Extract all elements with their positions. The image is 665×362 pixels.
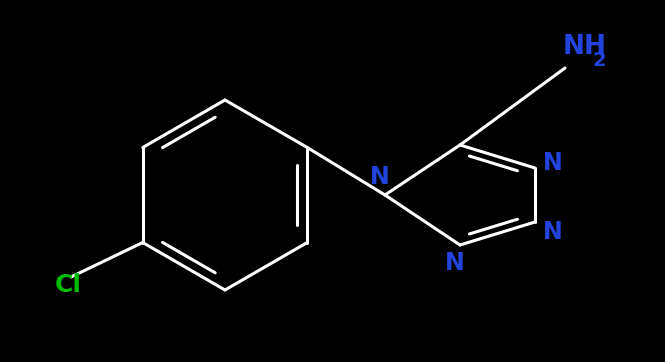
Text: N: N (543, 151, 563, 175)
Text: 2: 2 (593, 51, 606, 70)
Text: N: N (543, 220, 563, 244)
Text: N: N (370, 165, 390, 189)
Text: NH: NH (563, 34, 607, 60)
Text: N: N (445, 251, 465, 275)
Text: Cl: Cl (55, 273, 82, 297)
